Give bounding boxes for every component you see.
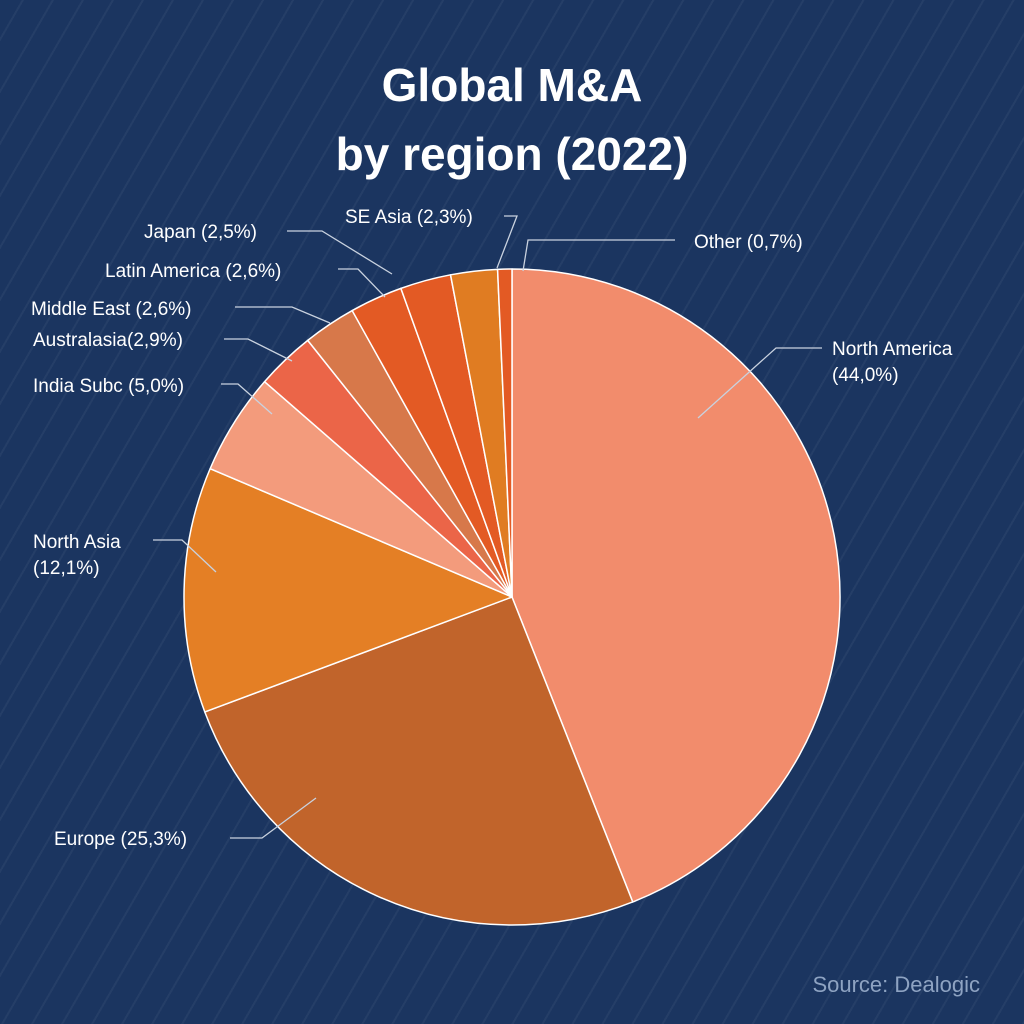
label-other: Other (0,7%) — [694, 232, 803, 253]
leader-line-middle-east — [235, 306, 331, 324]
slice-other — [496, 268, 513, 598]
leader-line-other — [522, 239, 675, 272]
label-se-asia: SE Asia (2,3%) — [345, 207, 473, 228]
source-note: Source: Dealogic — [812, 972, 980, 997]
label-north-america: North America (44,0%) — [832, 339, 953, 386]
leader-line-europe — [230, 797, 317, 839]
slice-europe — [204, 596, 634, 926]
leader-line-japan — [287, 230, 393, 275]
pie-slices — [183, 268, 841, 926]
label-middle-east: Middle East (2,6%) — [31, 299, 192, 320]
chart-title-line-2: by region (2022) — [335, 128, 689, 180]
leader-line-australasia — [224, 338, 293, 362]
label-australasia: Australasia(2,9%) — [33, 330, 183, 351]
chart-title-line-1: Global M&A — [381, 59, 643, 111]
label-north-asia: North Asia (12,1%) — [33, 532, 121, 579]
leader-line-north-asia — [153, 539, 217, 573]
label-india-subc: India Subc (5,0%) — [33, 376, 184, 397]
label-japan: Japan (2,5%) — [144, 222, 257, 243]
label-latin-america: Latin America (2,6%) — [105, 261, 281, 282]
leader-line-latin-america — [338, 268, 386, 298]
leader-line-north-america — [697, 347, 822, 419]
leader-line-india-subc — [221, 383, 273, 415]
slice-north-america — [511, 268, 841, 903]
slice-labels: North America (44,0%) Europe (25,3%) North … — [31, 207, 953, 850]
leader-line-se-asia — [496, 215, 518, 269]
label-europe: Europe (25,3%) — [54, 829, 187, 850]
slice-north-asia — [183, 467, 513, 713]
label-leader-lines — [153, 215, 822, 839]
